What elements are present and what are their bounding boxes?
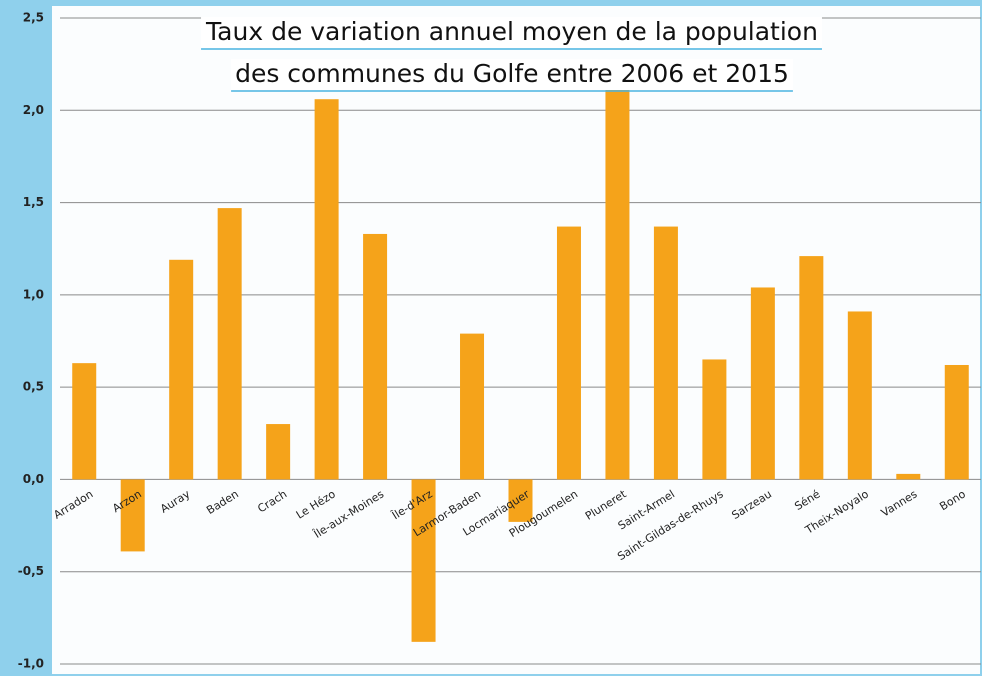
bar xyxy=(72,363,97,480)
bar xyxy=(363,233,388,480)
y-tick-label: 2,5 xyxy=(23,11,44,25)
bar xyxy=(653,226,678,480)
bar xyxy=(556,226,581,480)
bar xyxy=(702,359,727,480)
y-tick-label: -1,0 xyxy=(18,657,44,671)
bar xyxy=(799,256,824,480)
bar xyxy=(460,333,485,480)
chart-title: Taux de variation annuel moyen de la pop… xyxy=(205,17,818,46)
title-background xyxy=(231,59,793,90)
bar xyxy=(750,287,775,480)
plot-background xyxy=(52,6,980,674)
bar xyxy=(847,311,872,480)
bar xyxy=(896,473,921,480)
bar xyxy=(944,364,969,480)
bar xyxy=(217,208,242,480)
y-tick-label: -0,5 xyxy=(18,564,44,578)
bar xyxy=(169,259,194,480)
y-tick-label: 2,0 xyxy=(23,103,44,117)
bar xyxy=(411,479,436,642)
bar xyxy=(508,479,533,522)
y-tick-label: 0,0 xyxy=(23,472,44,486)
bar xyxy=(266,424,291,480)
title-background xyxy=(201,17,822,48)
bar xyxy=(605,64,630,480)
bar xyxy=(120,479,145,552)
y-tick-label: 1,0 xyxy=(23,287,44,301)
chart-title: des communes du Golfe entre 2006 et 2015 xyxy=(235,59,789,88)
bar xyxy=(314,99,339,480)
y-tick-label: 0,5 xyxy=(23,380,44,394)
y-tick-label: 1,5 xyxy=(23,195,44,209)
